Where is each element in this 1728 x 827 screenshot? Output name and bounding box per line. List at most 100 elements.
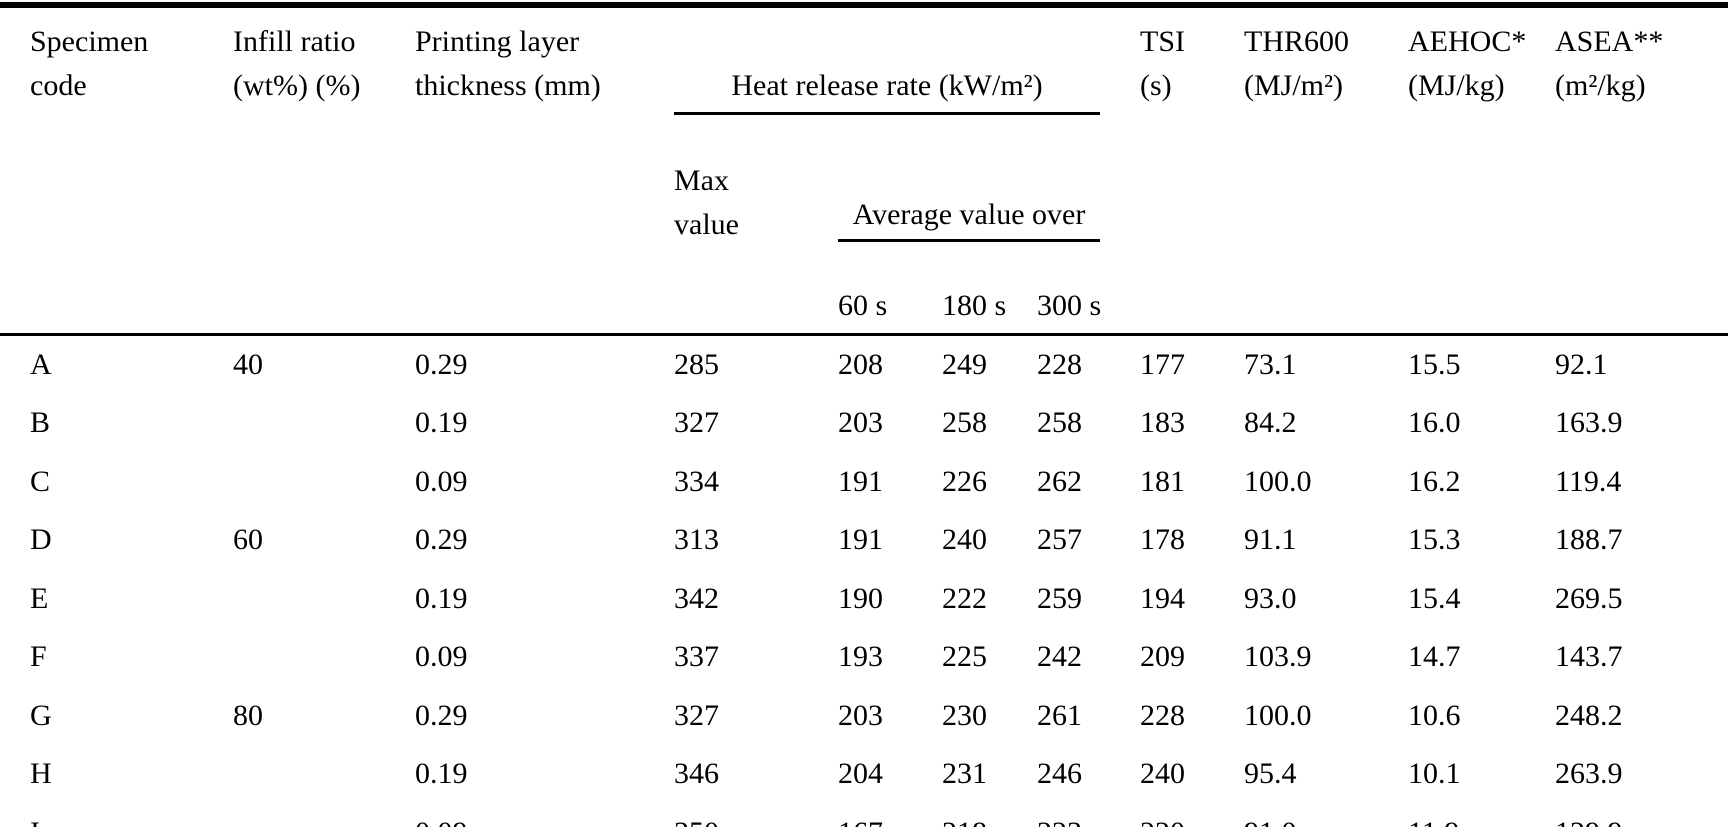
cell-layer_thickness: 0.09 bbox=[415, 804, 674, 827]
cell-asea: 119.4 bbox=[1555, 464, 1622, 498]
cell-tsi: 209 bbox=[1140, 640, 1185, 674]
cell-layer_thickness: 0.09 bbox=[415, 640, 468, 674]
cell-hrr_max: 327 bbox=[674, 406, 719, 440]
cell-aehoc: 16.0 bbox=[1408, 406, 1461, 440]
cell-specimen_code: D bbox=[30, 523, 52, 557]
cell-hrr_avg_180s: 231 bbox=[942, 757, 987, 791]
cell-hrr_avg_180s: 249 bbox=[942, 347, 987, 381]
cell-hrr_avg_180s: 222 bbox=[942, 581, 987, 615]
table-body: A 40 0.29 285 208 249 228 177 73.1 15.5 92.1 B 0.19 3… bbox=[0, 334, 1728, 827]
table-row: A 40 0.29 285 208 249 228 177 73.1 15.5 92.1 bbox=[0, 334, 1728, 394]
cell-infill_ratio: 60 bbox=[233, 523, 263, 557]
header-row-3: 60 s 180 s 300 s bbox=[0, 276, 1728, 334]
cell-hrr_max: 350 bbox=[674, 804, 838, 827]
table-row: G 80 0.29 327 203 230 261 228 100.0 10.6 248.2 bbox=[0, 687, 1728, 746]
cell-thr600: 91.0 bbox=[1244, 804, 1408, 827]
cell-hrr_max: 327 bbox=[674, 698, 719, 732]
cell-layer_thickness: 0.29 bbox=[415, 523, 468, 557]
cell-hrr_avg_60s: 167 bbox=[838, 804, 942, 827]
cell-hrr_avg_300s: 246 bbox=[1037, 757, 1082, 791]
cell-hrr_avg_300s: 257 bbox=[1037, 523, 1082, 557]
cell-infill_ratio bbox=[233, 394, 415, 453]
cell-hrr_max: 342 bbox=[674, 581, 719, 615]
header-asea: ASEA** (m²/kg) bbox=[1555, 25, 1664, 102]
cell-aehoc: 14.7 bbox=[1408, 640, 1461, 674]
cell-hrr_avg_60s: 203 bbox=[838, 698, 883, 732]
cell-specimen_code: E bbox=[30, 581, 49, 615]
cell-layer_thickness: 0.29 bbox=[415, 347, 468, 381]
cell-hrr_max: 337 bbox=[674, 640, 719, 674]
cell-hrr_max: 285 bbox=[674, 347, 719, 381]
cell-tsi: 183 bbox=[1140, 406, 1185, 440]
cell-hrr_max: 313 bbox=[674, 523, 719, 557]
cell-tsi: 177 bbox=[1140, 347, 1185, 381]
cell-infill_ratio: 80 bbox=[233, 698, 263, 732]
cell-hrr_avg_180s: 258 bbox=[942, 406, 987, 440]
cell-tsi: 194 bbox=[1140, 581, 1185, 615]
heat-release-rate-group-label: Heat release rate (kW/m²) bbox=[674, 64, 1100, 115]
cell-hrr_avg_300s: 261 bbox=[1037, 698, 1082, 732]
cell-hrr_avg_180s: 218 bbox=[942, 804, 1037, 827]
table-header: Specimen code Infill ratio (wt%) (%) Pri… bbox=[0, 5, 1728, 334]
cell-asea: 263.9 bbox=[1555, 757, 1623, 791]
cell-thr600: 73.1 bbox=[1244, 347, 1297, 381]
cell-aehoc: 16.2 bbox=[1408, 464, 1461, 498]
cell-infill_ratio: 40 bbox=[233, 347, 263, 381]
cell-asea: 269.5 bbox=[1555, 581, 1623, 615]
header-printing-layer-thickness: Printing layer thickness (mm) bbox=[415, 25, 601, 102]
cell-specimen_code: A bbox=[30, 347, 52, 381]
cell-tsi: 240 bbox=[1140, 757, 1185, 791]
cell-hrr_avg_60s: 204 bbox=[838, 757, 883, 791]
cell-specimen_code: F bbox=[30, 640, 47, 674]
cell-thr600: 84.2 bbox=[1244, 406, 1297, 440]
cell-hrr_max: 346 bbox=[674, 757, 719, 791]
table-row: D 60 0.29 313 191 240 257 178 91.1 15.3 188.7 bbox=[0, 511, 1728, 570]
cell-hrr_avg_60s: 190 bbox=[838, 581, 883, 615]
cell-hrr_avg_60s: 191 bbox=[838, 523, 883, 557]
header-aehoc: AEHOC* (MJ/kg) bbox=[1408, 25, 1527, 102]
table-row: F 0.09 337 193 225 242 209 103.9 14.7 143.7 bbox=[0, 628, 1728, 687]
cell-hrr_avg_300s: 228 bbox=[1037, 347, 1082, 381]
cell-infill_ratio bbox=[233, 628, 415, 687]
header-180s: 180 s bbox=[942, 289, 1007, 322]
cell-asea: 92.1 bbox=[1555, 347, 1608, 381]
cell-hrr_avg_60s: 191 bbox=[838, 464, 883, 498]
cell-aehoc: 11.9 bbox=[1408, 804, 1555, 827]
cell-infill_ratio bbox=[233, 570, 415, 629]
cell-thr600: 91.1 bbox=[1244, 523, 1297, 557]
cell-asea: 163.9 bbox=[1555, 406, 1623, 440]
cell-asea: 129.9 bbox=[1555, 804, 1728, 827]
cell-aehoc: 10.1 bbox=[1408, 757, 1461, 791]
cell-asea: 143.7 bbox=[1555, 640, 1623, 674]
cell-specimen_code: H bbox=[30, 757, 52, 791]
cell-hrr_avg_300s: 242 bbox=[1037, 640, 1082, 674]
cell-aehoc: 10.6 bbox=[1408, 698, 1461, 732]
cell-tsi: 228 bbox=[1140, 698, 1185, 732]
cell-hrr_avg_180s: 225 bbox=[942, 640, 987, 674]
cell-hrr_avg_60s: 208 bbox=[838, 347, 883, 381]
cell-infill_ratio bbox=[233, 453, 415, 512]
header-row-2: Max value Average value over bbox=[0, 159, 1728, 276]
header-group-average-value-over: Average value over bbox=[838, 159, 1140, 276]
cell-hrr_avg_300s: 223 bbox=[1037, 804, 1140, 827]
cell-infill_ratio bbox=[233, 745, 415, 804]
cell-hrr_avg_300s: 258 bbox=[1037, 406, 1082, 440]
cell-specimen_code: C bbox=[30, 464, 51, 498]
table-row: C 0.09 334 191 226 262 181 100.0 16.2 119.4 bbox=[0, 453, 1728, 512]
cell-layer_thickness: 0.19 bbox=[415, 406, 468, 440]
cell-tsi: 181 bbox=[1140, 464, 1185, 498]
header-group-heat-release-rate: Heat release rate (kW/m²) bbox=[674, 5, 1140, 159]
cell-thr600: 93.0 bbox=[1244, 581, 1297, 615]
cell-layer_thickness: 0.09 bbox=[415, 464, 468, 498]
cell-tsi: 220 bbox=[1140, 804, 1244, 827]
cell-asea: 188.7 bbox=[1555, 523, 1623, 557]
cell-hrr_avg_180s: 240 bbox=[942, 523, 987, 557]
cell-thr600: 100.0 bbox=[1244, 464, 1312, 498]
cell-hrr_avg_300s: 262 bbox=[1037, 464, 1082, 498]
cell-specimen_code: I bbox=[0, 804, 233, 827]
average-value-over-group-label: Average value over bbox=[838, 193, 1100, 242]
header-300s: 300 s bbox=[1037, 289, 1102, 322]
cell-hrr_avg_300s: 259 bbox=[1037, 581, 1082, 615]
cell-specimen_code: G bbox=[30, 698, 52, 732]
